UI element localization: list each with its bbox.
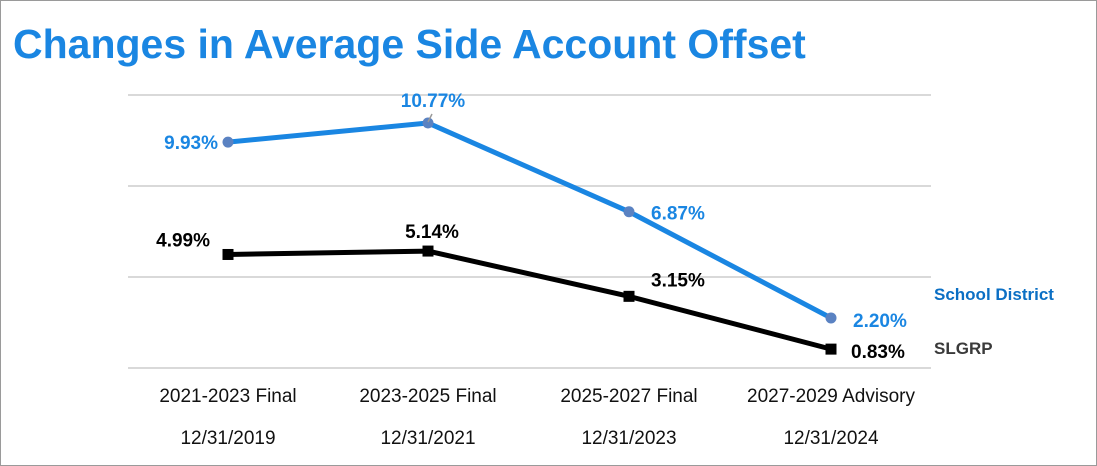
series-line-school-district xyxy=(227,120,833,321)
data-point-marker xyxy=(623,206,635,218)
series-line-slgrp xyxy=(227,248,832,352)
data-label: 9.93% xyxy=(164,133,218,154)
x-tick-label: 12/31/2024 xyxy=(783,428,879,449)
data-point-marker xyxy=(825,343,837,355)
data-label: 2.20% xyxy=(853,311,907,332)
data-label-leader-line xyxy=(427,113,433,123)
data-point-marker xyxy=(222,248,234,260)
data-point-marker xyxy=(422,117,434,129)
data-point-marker xyxy=(222,136,234,148)
data-point-marker xyxy=(623,290,635,302)
data-label: 5.14% xyxy=(405,222,459,243)
legend-entry: School District xyxy=(934,285,1054,304)
data-point-marker xyxy=(825,312,837,324)
data-point-marker xyxy=(422,245,434,257)
data-label: 4.99% xyxy=(156,230,210,251)
legend-entry: SLGRP xyxy=(934,339,993,358)
x-tick-label: 12/31/2023 xyxy=(581,428,676,449)
chart-title: Changes in Average Side Account Offset xyxy=(13,21,806,67)
data-label: 6.87% xyxy=(651,204,705,225)
x-tick-label: 2027-2029 Advisory xyxy=(747,386,915,407)
data-label: 10.77% xyxy=(401,91,466,112)
x-tick-label: 2021-2023 Final xyxy=(159,386,296,407)
x-tick-label: 2025-2027 Final xyxy=(560,386,697,407)
x-tick-label: 12/31/2019 xyxy=(180,428,275,449)
x-tick-label: 12/31/2021 xyxy=(380,428,475,449)
data-label: 0.83% xyxy=(851,342,905,363)
x-tick-label: 2023-2025 Final xyxy=(359,386,496,407)
data-label: 3.15% xyxy=(651,270,705,291)
